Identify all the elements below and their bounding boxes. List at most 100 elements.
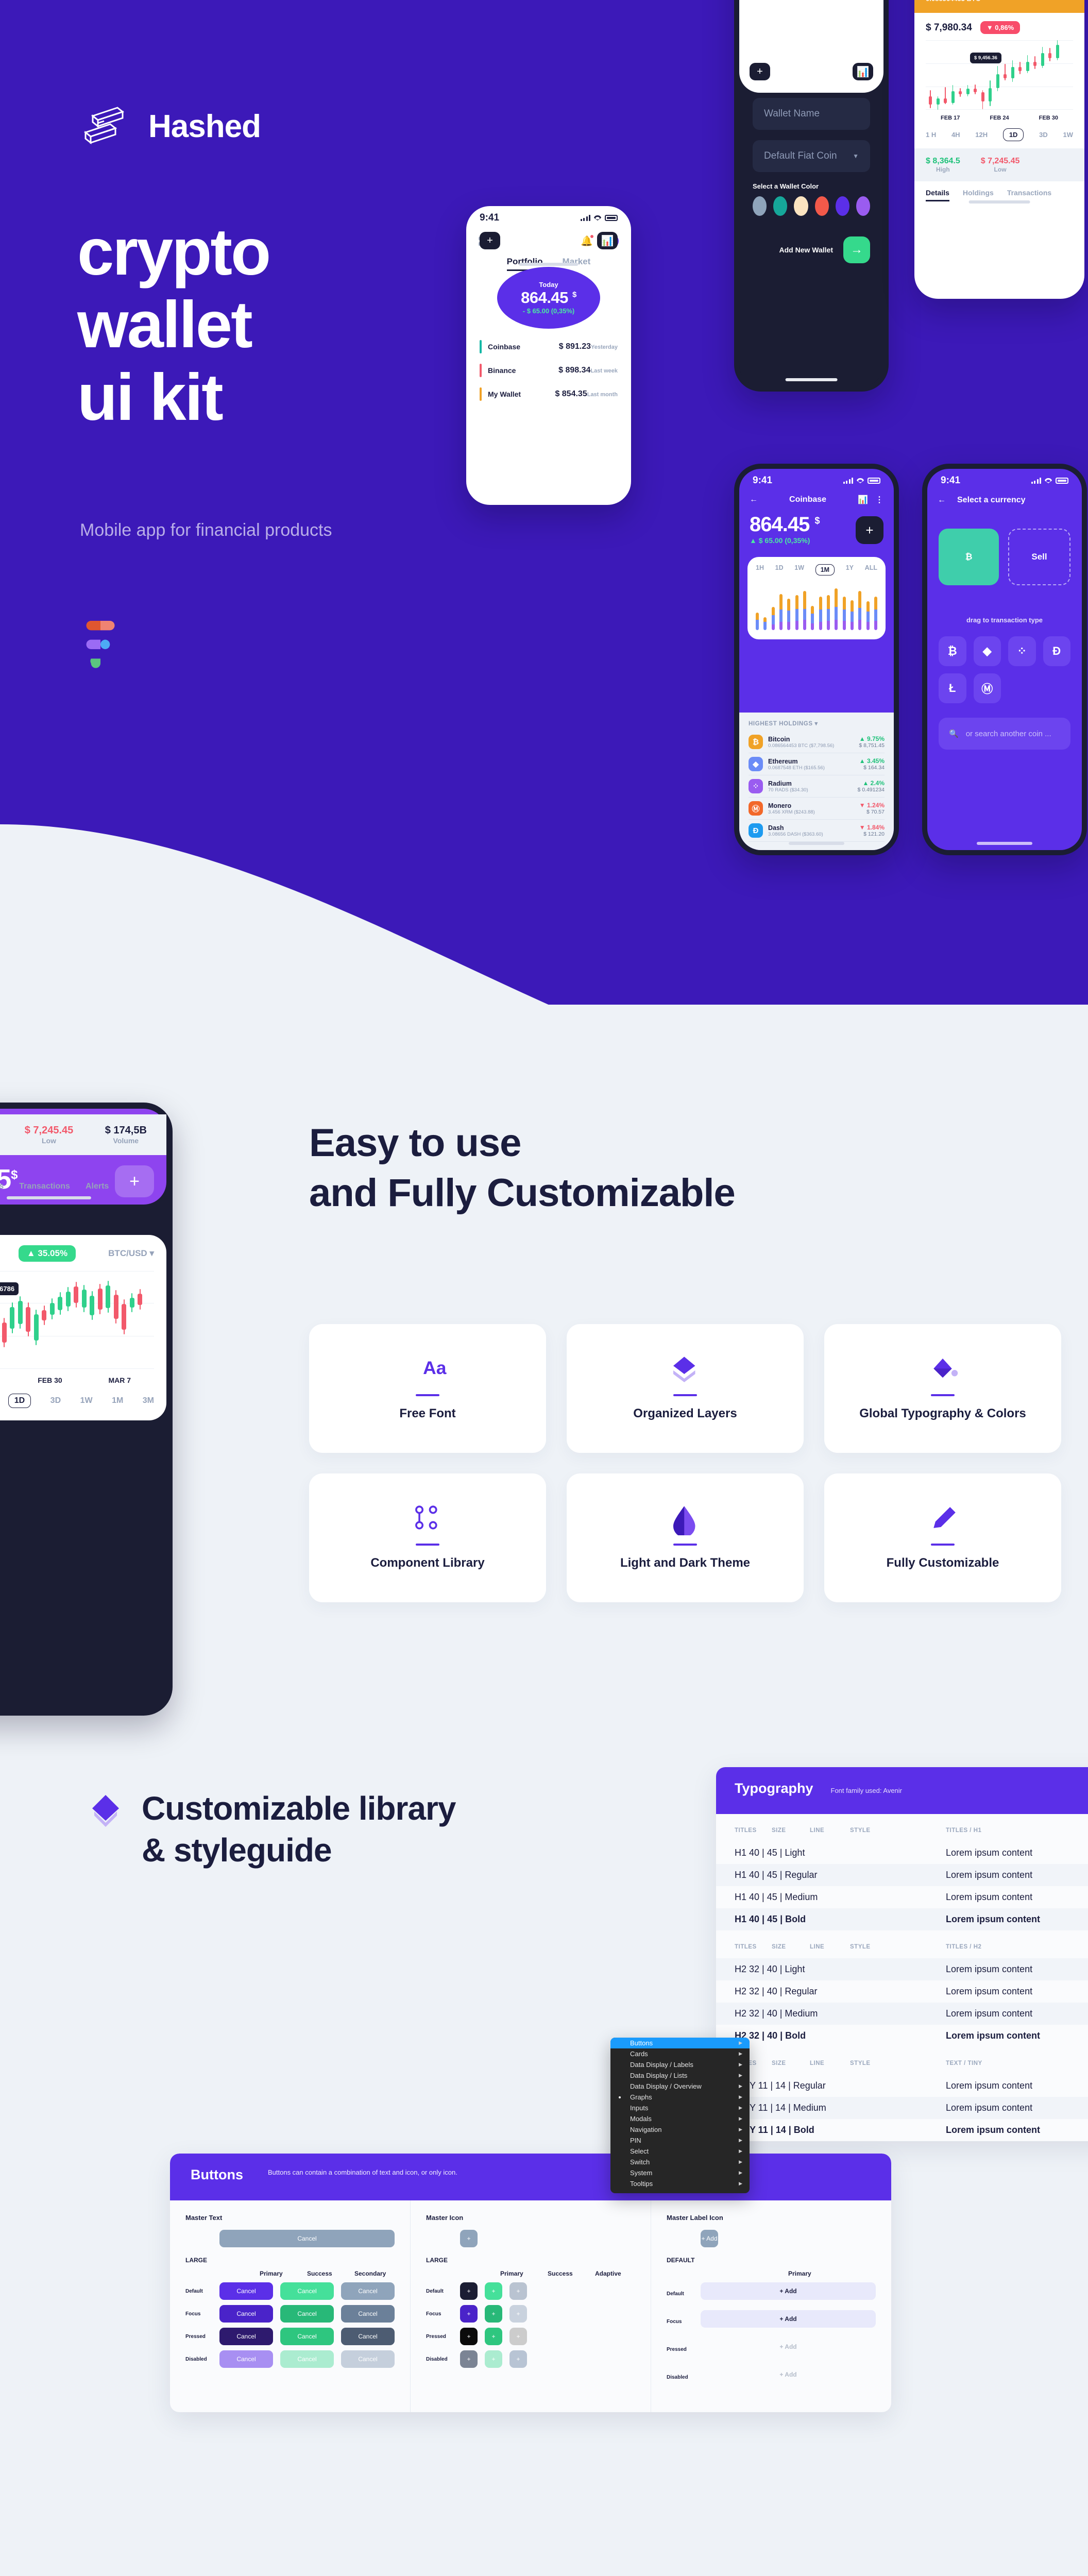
triangle-right-icon[interactable]: ▶ (739, 2083, 742, 2089)
wallet-color-swatches[interactable] (753, 196, 871, 216)
cancel-button[interactable]: Cancel (341, 2305, 395, 2323)
triangle-right-icon[interactable]: ▶ (739, 2138, 742, 2143)
triangle-right-icon[interactable]: ▶ (739, 2170, 742, 2175)
layer-item[interactable]: PIN ▶ (610, 2135, 750, 2146)
coin-tile[interactable]: Ð (1043, 636, 1070, 666)
detail-tabs[interactable]: Details Holdings Transactions (914, 181, 1084, 209)
transaction-dropzones[interactable]: ₿ Sell (927, 508, 1082, 585)
add-transaction-button[interactable]: + (856, 516, 883, 544)
add-transaction-button[interactable]: + (115, 1165, 154, 1197)
cancel-button[interactable]: Cancel (219, 2305, 273, 2323)
cancel-button[interactable]: Cancel (341, 2328, 395, 2345)
list-item[interactable]: ₿ Bitcoin 0.086564453 BTC ($7,798.56) ▲ 9… (749, 731, 885, 753)
add-button[interactable]: + Add (701, 2282, 876, 2300)
plus-button[interactable]: + (509, 2282, 527, 2300)
coin-tile[interactable]: Ł (939, 673, 966, 703)
coin-tile[interactable]: Ⓜ (973, 673, 1001, 703)
cancel-button[interactable]: Cancel (219, 2328, 273, 2345)
triangle-right-icon[interactable]: ▶ (739, 2181, 742, 2186)
layer-item[interactable]: Inputs ▶ (610, 2103, 750, 2113)
list-item[interactable]: Binance $ 898.34Last week (480, 364, 618, 377)
triangle-right-icon[interactable]: ▶ (739, 2159, 742, 2164)
plus-button[interactable]: + (485, 2328, 502, 2345)
layer-item[interactable]: Select ▶ (610, 2146, 750, 2157)
plus-button[interactable]: + (509, 2328, 527, 2345)
coin-tile[interactable]: ◆ (973, 636, 1001, 666)
layer-item[interactable]: Data Display / Labels ▶ (610, 2059, 750, 2070)
layer-item[interactable]: Buttons ▶ (610, 2038, 750, 2048)
layers-panel[interactable]: Buttons ▶ Cards ▶ Data Display / Labels … (610, 2038, 750, 2193)
master-button[interactable]: + Add (701, 2230, 718, 2247)
back-icon[interactable]: ← (750, 495, 758, 504)
submit-wallet-button[interactable]: → (843, 236, 870, 263)
list-item[interactable]: ◆ Ethereum 0.0687548 ETH ($165.56) ▲ 3.45… (749, 753, 885, 775)
layer-item[interactable]: Tooltips ▶ (610, 2178, 750, 2189)
cancel-button[interactable]: Cancel (341, 2282, 395, 2300)
plus-button[interactable]: + (460, 2282, 478, 2300)
layer-item[interactable]: Navigation ▶ (610, 2124, 750, 2135)
coin-tile[interactable]: ₿ (939, 636, 966, 666)
plus-button[interactable]: + (485, 2305, 502, 2323)
plus-button[interactable]: + (460, 2305, 478, 2323)
range-selector[interactable]: 1 H 4H 12H 1D 3D 1W (926, 128, 1073, 141)
layer-item[interactable]: Cards ▶ (610, 2048, 750, 2059)
cancel-button[interactable]: Cancel (280, 2282, 334, 2300)
layer-item[interactable]: Graphs ▶ (610, 2092, 750, 2103)
coin-grid[interactable]: ₿ ◆ ⁘ Ð Ł Ⓜ (927, 624, 1082, 703)
cancel-button[interactable]: Cancel (280, 2305, 334, 2323)
triangle-right-icon[interactable]: ▶ (739, 2073, 742, 2078)
layer-item[interactable]: Modals ▶ (610, 2113, 750, 2124)
cancel-button[interactable]: Cancel (219, 2282, 273, 2300)
list-item[interactable]: My Wallet $ 854.35Last month (480, 387, 618, 401)
master-button[interactable]: + (460, 2230, 478, 2247)
list-item[interactable]: ⁘ Radium 70 RADS ($34.30) ▲ 2.4% $ 0.49123… (749, 775, 885, 798)
triangle-right-icon[interactable]: ▶ (739, 2105, 742, 2110)
triangle-right-icon[interactable]: ▶ (739, 2040, 742, 2045)
chart-toggle-button[interactable]: 📊 (853, 63, 873, 80)
cancel-button[interactable]: Cancel (341, 2350, 395, 2368)
buy-dropzone[interactable]: ₿ (939, 529, 999, 585)
triangle-right-icon[interactable]: ▶ (739, 2116, 742, 2121)
coin-search-input[interactable]: 🔍 or search another coin ... (939, 718, 1070, 750)
add-portfolio-button[interactable]: + (750, 63, 770, 80)
layer-item[interactable]: Data Display / Lists ▶ (610, 2070, 750, 2081)
list-item[interactable]: Coinbase $ 891.23Yesterday (480, 340, 618, 353)
layer-item[interactable]: System ▶ (610, 2167, 750, 2178)
layer-item[interactable]: Data Display / Overview ▶ (610, 2081, 750, 2092)
cancel-button[interactable]: Cancel (280, 2328, 334, 2345)
back-icon[interactable]: ← (938, 496, 946, 504)
chart-toggle-button[interactable]: 📊 (597, 232, 618, 249)
sell-dropzone[interactable]: Sell (1008, 529, 1070, 585)
list-item[interactable]: Ð Dash 3.08656 DASH ($363.60) ▼ 1.84% $ 12… (749, 820, 885, 842)
add-button[interactable]: + Add (779, 2371, 797, 2378)
add-portfolio-button[interactable]: + (480, 232, 500, 249)
triangle-right-icon[interactable]: ▶ (739, 2127, 742, 2132)
chart-icon[interactable]: 📊 (858, 496, 868, 504)
plus-button[interactable]: + (509, 2350, 527, 2368)
plus-button[interactable]: + (509, 2305, 527, 2323)
triangle-right-icon[interactable]: ▶ (739, 2148, 742, 2154)
fiat-coin-select[interactable]: Default Fiat Coin ▼ (753, 140, 870, 172)
cancel-button[interactable]: Cancel (280, 2350, 334, 2368)
coin-tile[interactable]: ⁘ (1008, 636, 1036, 666)
add-button[interactable]: + Add (779, 2343, 797, 2350)
add-button[interactable]: + Add (701, 2310, 876, 2328)
plus-button[interactable]: + (485, 2282, 502, 2300)
pair-select[interactable]: BTC/USD ▾ (108, 1248, 154, 1258)
more-icon[interactable]: ⋮ (875, 496, 883, 504)
plus-button[interactable]: + (460, 2328, 478, 2345)
triangle-right-icon[interactable]: ▶ (739, 2062, 742, 2067)
range-selector[interactable]: 1H 1D 1W 1M 1Y ALL (756, 564, 877, 575)
wallet-name-input[interactable]: Wallet Name (753, 98, 870, 130)
triangle-right-icon[interactable]: ▶ (739, 2051, 742, 2056)
cancel-button[interactable]: Cancel (219, 2350, 273, 2368)
list-item[interactable]: Ⓜ Monero 3.456 XRM ($243.88) ▼ 1.24% $ 70.… (749, 798, 885, 820)
plus-button[interactable]: + (460, 2350, 478, 2368)
plus-button[interactable]: + (485, 2350, 502, 2368)
triangle-right-icon[interactable]: ▶ (739, 2094, 742, 2099)
master-button[interactable]: Cancel (219, 2230, 395, 2247)
bell-icon[interactable]: 🔔 (581, 235, 593, 247)
layer-item[interactable]: Switch ▶ (610, 2157, 750, 2167)
